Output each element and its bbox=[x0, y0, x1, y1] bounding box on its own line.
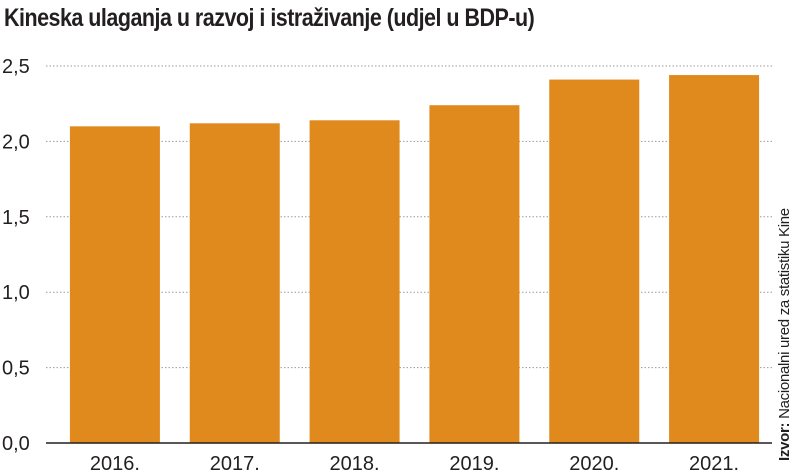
source-label: Izvor: bbox=[776, 422, 793, 461]
x-axis-labels: 2016. 2017. 2018. 2019. 2020. 2021. bbox=[90, 453, 739, 471]
y-axis-labels: 0,0 0,5 1,0 1,5 2,0 2,5 bbox=[2, 56, 30, 455]
x-tick-label: 2017. bbox=[210, 453, 260, 471]
y-tick-label: 0,5 bbox=[2, 358, 30, 380]
bar bbox=[669, 75, 760, 443]
x-tick-label: 2016. bbox=[90, 453, 140, 471]
bars bbox=[69, 75, 760, 444]
bar bbox=[549, 79, 640, 444]
y-tick-label: 2,0 bbox=[2, 131, 30, 153]
y-tick-label: 1,5 bbox=[2, 207, 30, 229]
x-tick-label: 2018. bbox=[330, 453, 380, 471]
bar bbox=[69, 126, 160, 443]
y-tick-label: 2,5 bbox=[2, 56, 30, 78]
bar bbox=[309, 120, 400, 444]
source-note: Izvor: Nacionalni ured za statistiku Kin… bbox=[776, 208, 793, 461]
x-tick-label: 2020. bbox=[569, 453, 619, 471]
source-text: Nacionalni ured za statistiku Kine bbox=[776, 208, 793, 419]
chart-title: Kineska ulaganja u razvoj i istraživanje… bbox=[4, 4, 535, 32]
bar bbox=[189, 123, 280, 443]
x-tick-label: 2021. bbox=[689, 453, 739, 471]
y-tick-label: 1,0 bbox=[2, 282, 30, 304]
y-tick-label: 0,0 bbox=[2, 433, 30, 455]
x-tick-label: 2019. bbox=[449, 453, 499, 471]
bar bbox=[429, 105, 520, 443]
